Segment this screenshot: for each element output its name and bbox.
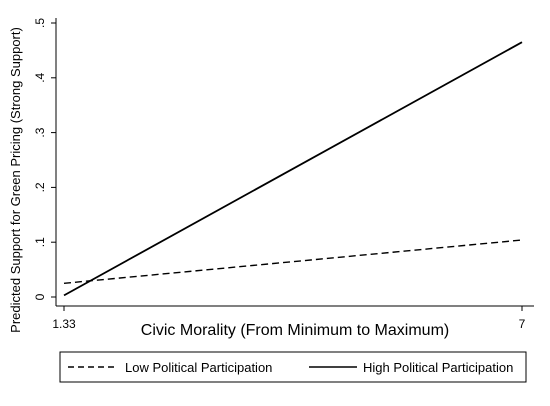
legend-box bbox=[59, 351, 527, 383]
y-tick-label: .2 bbox=[33, 182, 47, 192]
y-tick-label: .1 bbox=[33, 237, 47, 247]
legend-label-low: Low Political Participation bbox=[125, 360, 272, 375]
y-axis-ticks: 0 .1 .2 .3 .4 .5 bbox=[33, 18, 56, 300]
y-tick-label: 0 bbox=[33, 293, 47, 300]
legend-label-high: High Political Participation bbox=[363, 360, 513, 375]
legend: Low Political Participation High Politic… bbox=[59, 351, 527, 383]
y-tick-label: .3 bbox=[33, 127, 47, 137]
x-tick-label: 1.33 bbox=[52, 317, 76, 331]
x-tick-label: 7 bbox=[519, 317, 526, 331]
y-axis-label: Predicted Support for Green Pricing (Str… bbox=[8, 27, 23, 333]
x-axis-ticks: 1.33 7 bbox=[52, 306, 526, 331]
series-lines bbox=[63, 41, 523, 297]
series-line-high bbox=[63, 41, 523, 297]
y-tick-label: .5 bbox=[33, 18, 47, 28]
x-axis-label: Civic Morality (From Minimum to Maximum) bbox=[141, 322, 449, 339]
y-tick-label: .4 bbox=[33, 72, 47, 82]
series-line-low bbox=[63, 239, 523, 284]
